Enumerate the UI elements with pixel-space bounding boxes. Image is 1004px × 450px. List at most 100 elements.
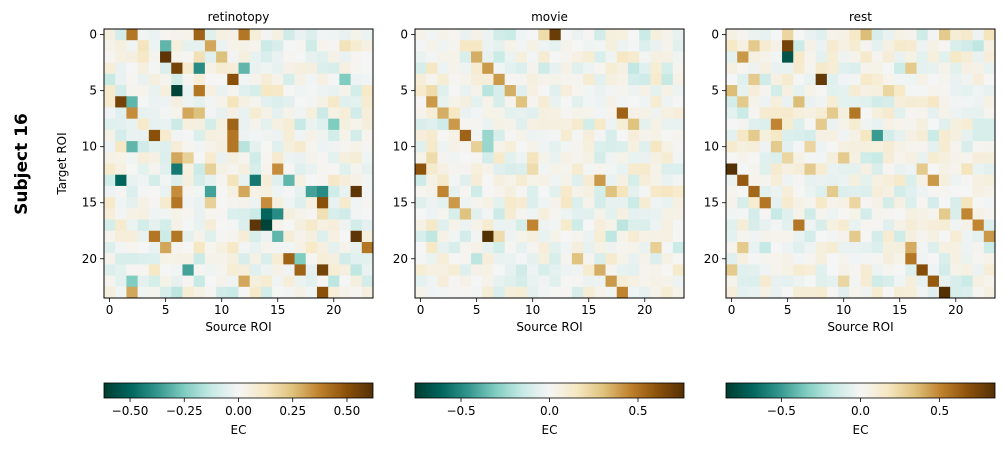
heatmap-cell bbox=[361, 29, 374, 41]
heatmap-cell bbox=[482, 107, 494, 120]
heatmap-cell bbox=[672, 62, 685, 75]
heatmap-cell bbox=[272, 219, 284, 232]
heatmap-cell bbox=[126, 73, 139, 86]
heatmap-cell bbox=[137, 152, 150, 164]
heatmap-cell bbox=[126, 219, 139, 232]
heatmap-cell bbox=[305, 286, 318, 299]
heatmap-cell bbox=[594, 51, 606, 64]
heatmap-cell bbox=[804, 40, 817, 52]
heatmap-cell bbox=[583, 29, 595, 41]
heatmap-cell bbox=[849, 163, 861, 176]
heatmap-cell bbox=[339, 62, 351, 75]
heatmap-cell bbox=[538, 129, 550, 142]
heatmap-cell bbox=[527, 96, 539, 108]
heatmap-cell bbox=[504, 197, 517, 209]
heatmap-cell bbox=[661, 152, 674, 164]
heatmap-cell bbox=[661, 286, 674, 299]
heatmap-cell bbox=[905, 29, 917, 41]
heatmap-cell bbox=[361, 264, 374, 276]
heatmap-cell bbox=[793, 241, 805, 254]
heatmap-cell bbox=[104, 230, 116, 243]
heatmap-cell bbox=[482, 264, 494, 276]
heatmap-cell bbox=[860, 219, 873, 232]
heatmap-cell bbox=[560, 51, 573, 64]
heatmap-cell bbox=[515, 152, 528, 164]
heatmap-cell bbox=[426, 275, 438, 288]
heatmap-cell bbox=[515, 286, 528, 299]
heatmap-cell bbox=[216, 219, 228, 232]
heatmap-cell bbox=[793, 40, 805, 52]
heatmap-cell bbox=[748, 230, 761, 243]
heatmap-cell bbox=[426, 230, 438, 243]
heatmap-cell bbox=[104, 152, 116, 164]
heatmap-cell bbox=[137, 230, 150, 243]
heatmap-cell bbox=[782, 152, 794, 164]
heatmap-cell bbox=[927, 141, 940, 153]
heatmap-cell bbox=[661, 51, 674, 64]
heatmap-cell bbox=[204, 264, 217, 276]
heatmap-cell bbox=[594, 129, 606, 142]
heatmap-cell bbox=[305, 197, 318, 209]
heatmap-cell bbox=[415, 174, 427, 187]
heatmap-cell bbox=[216, 163, 228, 176]
heatmap-cell bbox=[448, 96, 461, 108]
heatmap-cell bbox=[437, 62, 450, 75]
heatmap-cells bbox=[104, 29, 374, 299]
heatmap-cell bbox=[748, 197, 761, 209]
heatmap-cell bbox=[193, 118, 206, 131]
heatmap-cell bbox=[415, 253, 427, 265]
heatmap-cell bbox=[216, 286, 228, 299]
heatmap-cell bbox=[605, 96, 618, 108]
heatmap-cell bbox=[549, 129, 562, 142]
heatmap-cell bbox=[849, 219, 861, 232]
heatmap-cell bbox=[115, 85, 127, 97]
heatmap-cell bbox=[849, 185, 861, 198]
heatmap-cell bbox=[560, 152, 573, 164]
heatmap-cell bbox=[504, 208, 517, 220]
heatmap-cell bbox=[538, 73, 550, 86]
heatmap-cell bbox=[838, 286, 850, 299]
heatmap-cell bbox=[726, 163, 738, 176]
heatmap-cell bbox=[104, 219, 116, 232]
heatmap-cell bbox=[361, 51, 374, 64]
heatmap-cell bbox=[961, 29, 973, 41]
heatmap-cell bbox=[894, 275, 906, 288]
heatmap-cell bbox=[938, 107, 951, 120]
heatmap-cell bbox=[605, 141, 618, 153]
heatmap-cell bbox=[171, 129, 183, 142]
heatmap-cell bbox=[549, 230, 562, 243]
heatmap-cell bbox=[294, 264, 307, 276]
heatmap-cell bbox=[328, 241, 340, 254]
heatmap-cell bbox=[160, 286, 172, 299]
heatmap-cell bbox=[571, 96, 584, 108]
heatmap-cell bbox=[882, 73, 895, 86]
heatmap-cell bbox=[950, 29, 962, 41]
heatmap-cell bbox=[894, 219, 906, 232]
heatmap-cell bbox=[482, 185, 494, 198]
heatmap-cell bbox=[249, 230, 262, 243]
heatmap-cell bbox=[972, 51, 985, 64]
heatmap-cell bbox=[849, 174, 861, 187]
heatmap-cell bbox=[770, 141, 783, 153]
heatmap-cell bbox=[538, 264, 550, 276]
heatmap-cell bbox=[171, 264, 183, 276]
x-axis-label: Source ROI bbox=[516, 320, 582, 334]
heatmap-cell bbox=[193, 129, 206, 142]
heatmap-cell bbox=[216, 96, 228, 108]
panel-title: movie bbox=[531, 10, 568, 24]
heatmap-cell bbox=[616, 197, 629, 209]
heatmap-cell bbox=[860, 264, 873, 276]
heatmap-cell bbox=[605, 51, 618, 64]
heatmap-cell bbox=[950, 286, 962, 299]
heatmap-cell bbox=[894, 129, 906, 142]
heatmap-cell bbox=[249, 29, 262, 41]
heatmap-cell bbox=[950, 40, 962, 52]
heatmap-cell bbox=[804, 286, 817, 299]
heatmap-cell bbox=[605, 163, 618, 176]
heatmap-cell bbox=[260, 197, 273, 209]
heatmap-cell bbox=[838, 264, 850, 276]
heatmap-cell bbox=[938, 85, 951, 97]
heatmap-cell bbox=[838, 163, 850, 176]
heatmap-cell bbox=[227, 40, 239, 52]
